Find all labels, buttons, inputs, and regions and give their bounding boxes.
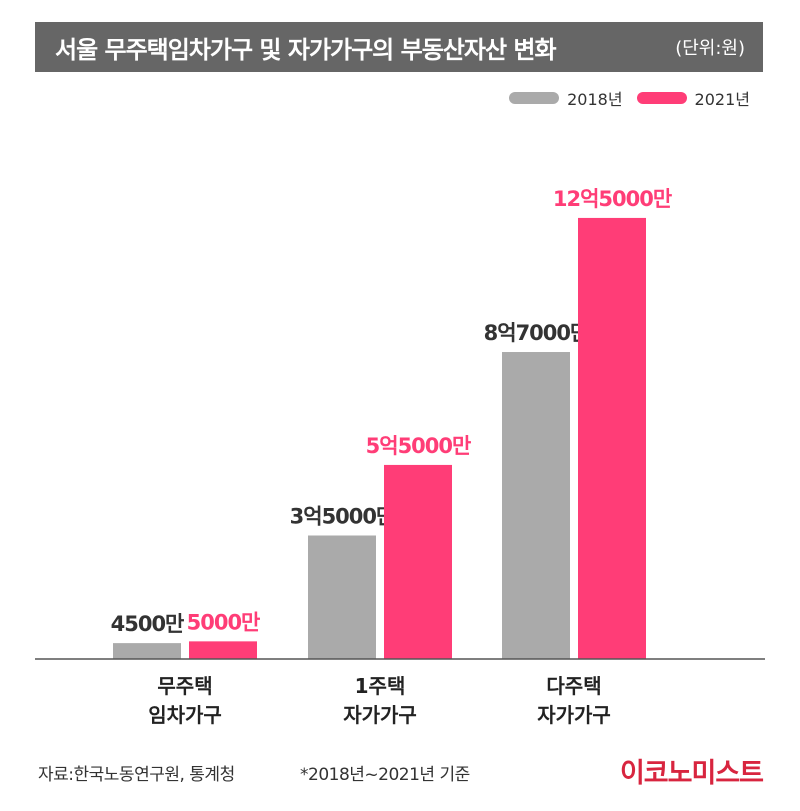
bar-1-2 bbox=[578, 217, 646, 659]
data-label-0-0: 4500만 bbox=[111, 612, 184, 636]
category-label-0-1: 임차가구 bbox=[148, 703, 222, 727]
bar-1-1 bbox=[384, 464, 452, 659]
bar-0-1 bbox=[308, 535, 376, 659]
data-label-1-0: 5000만 bbox=[187, 610, 260, 634]
basis-note: *2018년~2021년 기준 bbox=[300, 765, 470, 785]
unit-label: (단위:원) bbox=[675, 38, 745, 59]
title-bar: 서울 무주택임차가구 및 자가가구의 부동산자산 변화 (단위:원) bbox=[35, 22, 763, 72]
category-label-1-1: 자가가구 bbox=[343, 703, 417, 727]
category-label-1-0: 1주택 bbox=[355, 674, 406, 698]
data-label-1-2: 12억5000만 bbox=[553, 187, 672, 211]
category-label-2-1: 자가가구 bbox=[537, 703, 611, 727]
legend-item-2021: 2021년 bbox=[636, 86, 750, 110]
source-note: 자료:한국노동연구원, 통계청 bbox=[38, 765, 235, 785]
legend-swatch-2018 bbox=[509, 92, 560, 104]
legend-label-2021: 2021년 bbox=[694, 90, 750, 109]
legend-label-2018: 2018년 bbox=[567, 90, 623, 109]
legend-swatch-2021 bbox=[636, 92, 687, 104]
category-label-0-0: 무주택 bbox=[157, 674, 212, 698]
chart-title: 서울 무주택임차가구 및 자가가구의 부동산자산 변화 bbox=[55, 35, 557, 64]
legend-item-2018: 2018년 bbox=[509, 86, 623, 110]
bar-0-2 bbox=[502, 352, 570, 659]
publisher-logo: 이코노미스트 bbox=[619, 758, 764, 789]
bar-0-0 bbox=[113, 643, 181, 659]
category-label-2-0: 다주택 bbox=[546, 674, 601, 698]
bar-1-0 bbox=[189, 641, 257, 659]
data-label-1-1: 5억5000만 bbox=[366, 434, 471, 458]
data-label-0-1: 3억5000만 bbox=[290, 505, 395, 529]
legend: 2018년 2021년 bbox=[509, 86, 750, 110]
data-label-0-2: 8억7000만 bbox=[484, 321, 589, 345]
